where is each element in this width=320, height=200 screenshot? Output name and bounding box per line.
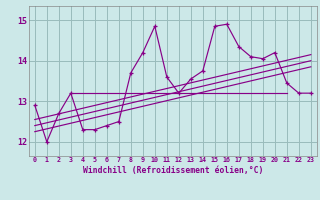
X-axis label: Windchill (Refroidissement éolien,°C): Windchill (Refroidissement éolien,°C) bbox=[83, 166, 263, 175]
